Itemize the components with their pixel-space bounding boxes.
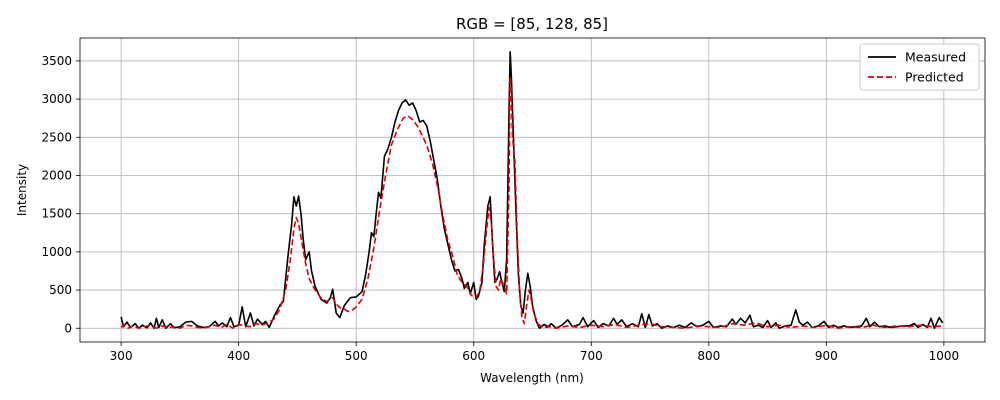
y-tick-label: 500 <box>49 283 72 297</box>
series-line-measured <box>120 50 944 330</box>
x-axis-label: Wavelength (nm) <box>480 371 584 385</box>
legend-label-measured: Measured <box>905 50 966 65</box>
x-tick-label: 800 <box>697 349 720 363</box>
x-tick-label: 300 <box>110 349 133 363</box>
x-tick-label: 500 <box>345 349 368 363</box>
y-axis-ticks: 0 500 1000 1500 2000 2500 3000 3500 <box>41 54 80 335</box>
y-tick-label: 2500 <box>41 130 72 144</box>
y-tick-label: 2000 <box>41 168 72 182</box>
y-tick-label: 1000 <box>41 245 72 259</box>
plot-frame <box>79 37 986 343</box>
x-axis-ticks: 300 400 500 600 700 800 900 1000 <box>110 342 959 363</box>
x-tick-label: 400 <box>227 349 250 363</box>
legend-label-predicted: Predicted <box>905 70 964 85</box>
x-tick-label: 700 <box>580 349 603 363</box>
series-line-predicted <box>120 75 943 330</box>
y-tick-label: 3500 <box>41 54 72 68</box>
legend: Measured Predicted <box>859 43 980 91</box>
y-tick-label: 0 <box>64 321 72 335</box>
legend-box <box>859 43 980 91</box>
series-layer <box>120 50 944 330</box>
x-tick-label: 600 <box>462 349 485 363</box>
chart-title: RGB = [85, 128, 85] <box>456 15 608 33</box>
grid <box>80 38 985 342</box>
y-tick-label: 3000 <box>41 92 72 106</box>
x-tick-label: 900 <box>815 349 838 363</box>
y-tick-label: 1500 <box>41 207 72 221</box>
y-axis-label: Intensity <box>15 164 29 216</box>
x-tick-label: 1000 <box>929 349 960 363</box>
